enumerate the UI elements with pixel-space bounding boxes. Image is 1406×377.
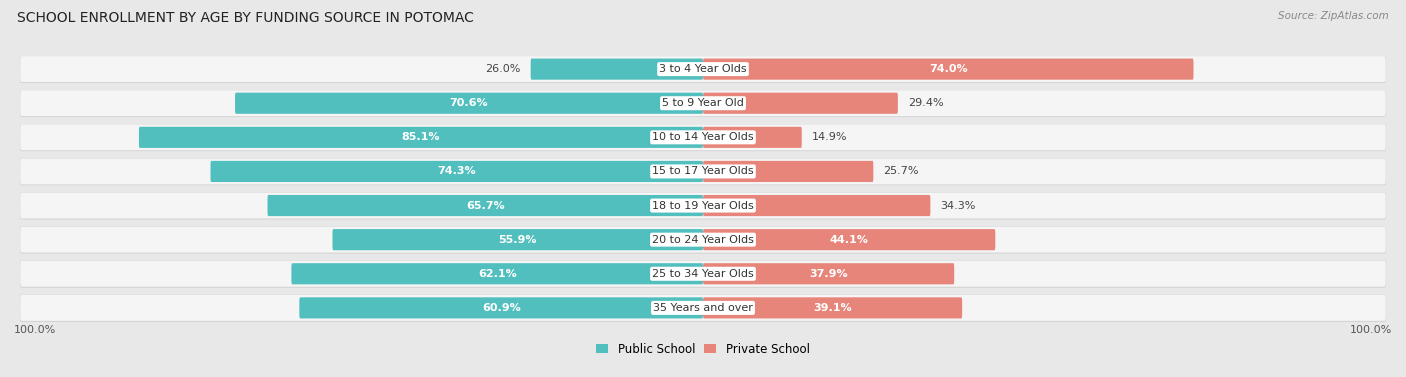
FancyBboxPatch shape: [20, 193, 1386, 219]
Text: 70.6%: 70.6%: [450, 98, 488, 108]
FancyBboxPatch shape: [299, 297, 703, 319]
FancyBboxPatch shape: [20, 124, 1386, 151]
FancyBboxPatch shape: [20, 227, 1386, 253]
FancyBboxPatch shape: [703, 297, 962, 319]
Text: 18 to 19 Year Olds: 18 to 19 Year Olds: [652, 201, 754, 211]
Text: Source: ZipAtlas.com: Source: ZipAtlas.com: [1278, 11, 1389, 21]
FancyBboxPatch shape: [211, 161, 703, 182]
Text: 10 to 14 Year Olds: 10 to 14 Year Olds: [652, 132, 754, 143]
FancyBboxPatch shape: [291, 263, 703, 284]
Text: 14.9%: 14.9%: [811, 132, 848, 143]
Text: 35 Years and over: 35 Years and over: [652, 303, 754, 313]
Text: 85.1%: 85.1%: [402, 132, 440, 143]
FancyBboxPatch shape: [530, 58, 703, 80]
FancyBboxPatch shape: [20, 193, 1386, 219]
FancyBboxPatch shape: [20, 124, 1386, 150]
Text: 25.7%: 25.7%: [883, 166, 918, 176]
Text: 65.7%: 65.7%: [465, 201, 505, 211]
Text: 26.0%: 26.0%: [485, 64, 520, 74]
FancyBboxPatch shape: [703, 195, 931, 216]
FancyBboxPatch shape: [139, 127, 703, 148]
Text: 3 to 4 Year Olds: 3 to 4 Year Olds: [659, 64, 747, 74]
Legend: Public School, Private School: Public School, Private School: [592, 338, 814, 360]
Text: 20 to 24 Year Olds: 20 to 24 Year Olds: [652, 234, 754, 245]
FancyBboxPatch shape: [703, 263, 955, 284]
Text: 39.1%: 39.1%: [813, 303, 852, 313]
FancyBboxPatch shape: [332, 229, 703, 250]
FancyBboxPatch shape: [20, 227, 1386, 253]
Text: 15 to 17 Year Olds: 15 to 17 Year Olds: [652, 166, 754, 176]
FancyBboxPatch shape: [20, 261, 1386, 287]
FancyBboxPatch shape: [20, 90, 1386, 117]
Text: 44.1%: 44.1%: [830, 234, 869, 245]
Text: 100.0%: 100.0%: [14, 325, 56, 335]
Text: 5 to 9 Year Old: 5 to 9 Year Old: [662, 98, 744, 108]
Text: 34.3%: 34.3%: [941, 201, 976, 211]
Text: 29.4%: 29.4%: [908, 98, 943, 108]
FancyBboxPatch shape: [20, 56, 1386, 83]
FancyBboxPatch shape: [20, 159, 1386, 185]
Text: SCHOOL ENROLLMENT BY AGE BY FUNDING SOURCE IN POTOMAC: SCHOOL ENROLLMENT BY AGE BY FUNDING SOUR…: [17, 11, 474, 25]
FancyBboxPatch shape: [703, 127, 801, 148]
FancyBboxPatch shape: [703, 229, 995, 250]
Text: 74.3%: 74.3%: [437, 166, 477, 176]
FancyBboxPatch shape: [20, 90, 1386, 116]
Text: 25 to 34 Year Olds: 25 to 34 Year Olds: [652, 269, 754, 279]
FancyBboxPatch shape: [20, 295, 1386, 321]
FancyBboxPatch shape: [20, 158, 1386, 184]
FancyBboxPatch shape: [703, 58, 1194, 80]
FancyBboxPatch shape: [20, 295, 1386, 321]
Text: 60.9%: 60.9%: [482, 303, 520, 313]
Text: 55.9%: 55.9%: [499, 234, 537, 245]
FancyBboxPatch shape: [20, 261, 1386, 287]
FancyBboxPatch shape: [703, 93, 898, 114]
Text: 62.1%: 62.1%: [478, 269, 516, 279]
FancyBboxPatch shape: [20, 56, 1386, 82]
FancyBboxPatch shape: [703, 161, 873, 182]
Text: 37.9%: 37.9%: [810, 269, 848, 279]
FancyBboxPatch shape: [235, 93, 703, 114]
FancyBboxPatch shape: [267, 195, 703, 216]
Text: 74.0%: 74.0%: [929, 64, 967, 74]
Text: 100.0%: 100.0%: [1350, 325, 1392, 335]
